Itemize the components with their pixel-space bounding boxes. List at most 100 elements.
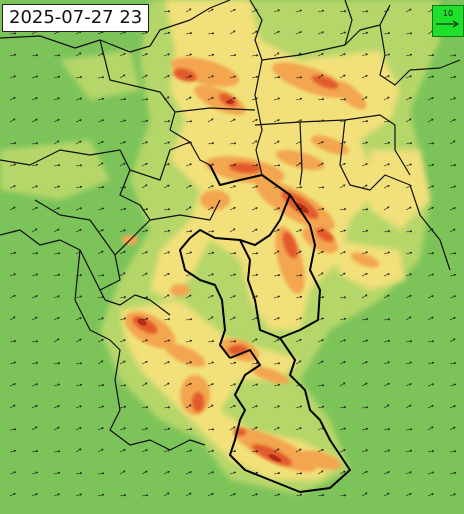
wind-arrow-head (233, 142, 237, 144)
wind-arrow (427, 450, 434, 453)
wind-arrow (361, 141, 368, 145)
wind-arrow (229, 97, 236, 101)
wind-arrow-head (145, 494, 149, 496)
wind-arrow (185, 185, 192, 189)
wind-arrow (405, 493, 412, 497)
wind-arrow (75, 472, 82, 475)
wind-arrow (383, 383, 390, 387)
wind-arrow (383, 340, 390, 343)
wind-arrow (9, 428, 16, 431)
wind-arrow (295, 339, 302, 343)
wind-arrow (163, 96, 170, 101)
wind-arrow (141, 141, 148, 145)
wind-arrow-head (387, 428, 390, 430)
wind-arrow (405, 428, 412, 431)
wind-arrow (97, 472, 104, 475)
wind-arrow (97, 274, 104, 277)
wind-arrow-head (35, 252, 38, 254)
wind-arrow (317, 208, 324, 211)
wind-arrow (273, 472, 280, 475)
wind-arrow (383, 361, 390, 365)
wind-arrow-head (211, 428, 215, 430)
wind-arrow-head (255, 54, 259, 56)
wind-arrow (97, 141, 104, 145)
wind-arrow (141, 120, 148, 123)
wind-arrow (383, 75, 390, 79)
wind-arrow (31, 383, 38, 387)
wind-arrow (317, 10, 324, 13)
wind-arrow (97, 76, 104, 79)
wind-arrow (31, 316, 38, 321)
wind-arrow-head (321, 384, 325, 386)
wind-arrow (207, 32, 214, 35)
wind-arrow (295, 494, 302, 497)
wind-arrow (251, 493, 258, 497)
wind-arrow (119, 317, 126, 321)
wind-arrow-head (453, 164, 456, 166)
wind-arrow (273, 31, 280, 35)
wind-arrow-head (409, 230, 413, 232)
wind-arrow (207, 471, 214, 475)
wind-arrow (53, 252, 60, 255)
wind-arrow-head (13, 428, 17, 430)
wind-arrow (449, 472, 456, 475)
wind-arrow (119, 449, 126, 453)
wind-arrow (273, 76, 280, 79)
wind-arrow (185, 361, 192, 365)
wind-arrow (317, 360, 324, 365)
wind-arrow (97, 52, 104, 57)
wind-arrow (163, 273, 170, 277)
wind-arrow-head (299, 186, 302, 188)
wind-arrow (53, 472, 60, 475)
wind-arrow (295, 207, 302, 211)
wind-arrow (229, 405, 236, 409)
wind-arrow (361, 273, 368, 277)
wind-arrow (31, 164, 38, 167)
wind-arrow (141, 361, 148, 365)
wind-arrow-head (343, 296, 347, 298)
wind-arrow-head (123, 186, 127, 188)
wind-arrow (141, 98, 148, 101)
wind-arrow (251, 383, 258, 387)
wind-arrow (427, 340, 434, 343)
wind-arrow (449, 185, 456, 189)
wind-arrow (295, 317, 302, 321)
wind-arrow (405, 54, 412, 57)
wind-arrow (229, 316, 236, 321)
wind-arrow (141, 184, 148, 189)
wind-arrow (97, 494, 104, 497)
wind-arrow (207, 97, 214, 101)
wind-arrow (405, 75, 412, 79)
wind-arrow-head (453, 252, 457, 254)
wind-arrow (339, 120, 346, 123)
wind-arrow (339, 361, 346, 365)
wind-arrow (163, 471, 170, 475)
wind-arrow (53, 54, 60, 57)
wind-arrow (53, 338, 60, 343)
wind-arrow (229, 362, 236, 365)
wind-arrow (207, 316, 214, 321)
wind-arrow (75, 76, 82, 79)
wind-arrow (251, 119, 258, 123)
wind-arrow (53, 405, 60, 409)
wind-arrow (141, 470, 148, 475)
wind-arrow (207, 273, 214, 277)
wind-arrow (405, 295, 412, 299)
wind-arrow (405, 450, 412, 453)
wind-arrow (361, 184, 368, 189)
wind-arrow (317, 74, 324, 79)
wind-arrow (97, 296, 104, 299)
wind-arrow (383, 120, 390, 123)
wind-arrow-head (277, 274, 280, 276)
wind-arrow (163, 406, 170, 409)
wind-arrow (229, 54, 236, 57)
wind-arrow (207, 230, 214, 233)
wind-arrow-head (299, 274, 303, 276)
wind-arrow (339, 449, 346, 453)
wind-arrow (185, 53, 192, 57)
wind-arrow (163, 318, 170, 321)
wind-arrow (273, 427, 280, 431)
wind-arrow (361, 294, 368, 299)
wind-arrow (229, 118, 236, 123)
wind-arrow (141, 494, 148, 497)
